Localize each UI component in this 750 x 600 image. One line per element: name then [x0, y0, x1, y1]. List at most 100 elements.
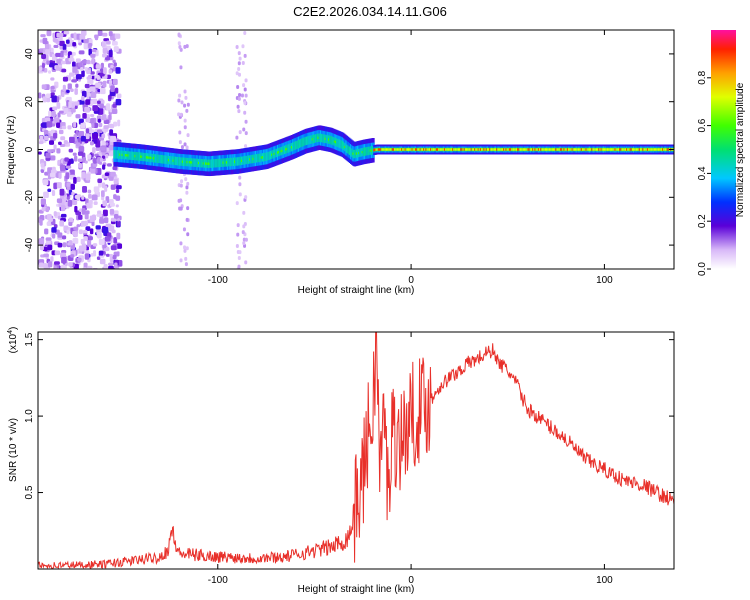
- heatmap-cell: [107, 163, 112, 167]
- heatmap-cell: [75, 114, 81, 119]
- heatmap-cell: [180, 100, 184, 105]
- heatmap-cell: [57, 232, 63, 238]
- heatmap-cell: [108, 31, 113, 37]
- heatmap-cell: [183, 248, 187, 253]
- heatmap-cell: [102, 200, 108, 207]
- heatmap-cell: [115, 67, 121, 74]
- snr-y-ticks: 0.5 1.0 1.5: [24, 332, 674, 500]
- heatmap-cell: [102, 164, 106, 170]
- heatmap-cell: [60, 136, 66, 141]
- heatmap-cell: [76, 224, 81, 228]
- heatmap-cell: [244, 119, 248, 124]
- heatmap-cell: [38, 66, 43, 71]
- heatmap-cell: [180, 145, 184, 150]
- heatmap-cell: [62, 44, 67, 51]
- colorbar-tick-label: 0.4: [697, 166, 708, 180]
- heatmap-cell: [78, 229, 83, 235]
- heatmap-cell: [244, 144, 248, 149]
- heatmap-cell: [235, 244, 239, 249]
- heatmap-cell: [75, 74, 82, 80]
- heatmap-cell: [78, 41, 83, 46]
- heatmap-cell: [86, 76, 91, 80]
- heatmap-cell: [108, 265, 114, 269]
- heatmap-cell: [183, 125, 187, 130]
- heatmap-cell: [109, 124, 115, 129]
- heatmap-cell: [90, 71, 95, 75]
- heatmap-cell: [97, 178, 103, 183]
- heatmap-cell: [237, 264, 241, 269]
- heatmap-cell: [41, 84, 47, 90]
- heatmap-cell: [78, 163, 82, 169]
- heatmap-cell: [103, 119, 110, 125]
- heatmap-cell: [66, 196, 70, 200]
- heatmap-cell: [51, 227, 57, 233]
- heatmap-cell: [244, 195, 248, 200]
- heatmap-cell: [71, 191, 75, 196]
- heatmap-cell: [90, 92, 97, 98]
- heatmap-cell: [235, 135, 239, 140]
- heatmap-cell: [40, 34, 46, 38]
- heatmap-cell: [186, 133, 190, 138]
- heatmap-cell: [100, 62, 104, 69]
- heatmap-cell: [91, 98, 98, 105]
- heatmap-cell: [92, 133, 98, 140]
- heatmap-cell: [97, 30, 103, 37]
- heatmap-cell: [86, 202, 91, 209]
- heatmap-cell: [81, 95, 85, 101]
- heatmap-cell: [108, 144, 115, 151]
- heatmap-cell: [58, 110, 64, 114]
- heatmap-cell: [65, 165, 72, 169]
- heatmap-cell: [73, 176, 77, 184]
- snr-series-line: [38, 332, 674, 569]
- heatmap-cell: [89, 167, 96, 174]
- heatmap-cell: [186, 181, 190, 186]
- heatmap-cell: [94, 34, 99, 41]
- heatmap-cell: [74, 88, 78, 95]
- y-tick-label: -20: [24, 190, 35, 205]
- colorbar: 0.0 0.2 0.4 0.6 0.8 Normalized spectral ampl…: [697, 30, 746, 276]
- heatmap-cell: [73, 226, 79, 231]
- heatmap-cell: [50, 77, 55, 81]
- heatmap-cell: [241, 44, 245, 49]
- heatmap-cell: [38, 92, 42, 99]
- heatmap-cell: [68, 217, 74, 223]
- heatmap-cell: [43, 253, 49, 258]
- heatmap-cell: [46, 221, 50, 226]
- heatmap-cell: [85, 128, 90, 134]
- heatmap-cell: [45, 49, 51, 55]
- heatmap-cell: [83, 236, 88, 242]
- heatmap-cell: [43, 191, 49, 198]
- heatmap-cell: [179, 112, 183, 117]
- heatmap-cell: [58, 172, 62, 179]
- heatmap-cell: [93, 158, 97, 164]
- heatmap-cell: [96, 129, 103, 134]
- heatmap-cell: [68, 148, 74, 153]
- x-tick-label: -100: [208, 275, 228, 286]
- heatmap-cell: [82, 267, 88, 269]
- heatmap-cell: [84, 106, 90, 113]
- heatmap-cell: [235, 45, 239, 50]
- heatmap-cell: [68, 101, 72, 109]
- heatmap-cell: [242, 241, 246, 246]
- heatmap-cell: [79, 34, 86, 40]
- heatmap-cell: [177, 41, 181, 46]
- heatmap-cell: [50, 85, 55, 90]
- heatmap-cell: [38, 238, 45, 245]
- heatmap-cell: [63, 140, 68, 145]
- heatmap-cell: [178, 130, 182, 135]
- heatmap-cell: [108, 69, 113, 74]
- heatmap-cell: [45, 237, 52, 241]
- heatmap-cell: [46, 60, 50, 65]
- heatmap-cell: [84, 253, 90, 260]
- heatmap-cell: [184, 177, 188, 182]
- heatmap-cell: [60, 213, 67, 218]
- heatmap-cell: [183, 118, 187, 123]
- spectrogram-y-ticks: -40 -20 0 20 40: [24, 48, 674, 252]
- heatmap-cell: [244, 78, 248, 83]
- heatmap-cell: [42, 96, 47, 103]
- heatmap-cell: [79, 99, 85, 105]
- heatmap-cell: [68, 240, 73, 246]
- heatmap-cell: [75, 142, 81, 147]
- heatmap-cell: [102, 32, 108, 37]
